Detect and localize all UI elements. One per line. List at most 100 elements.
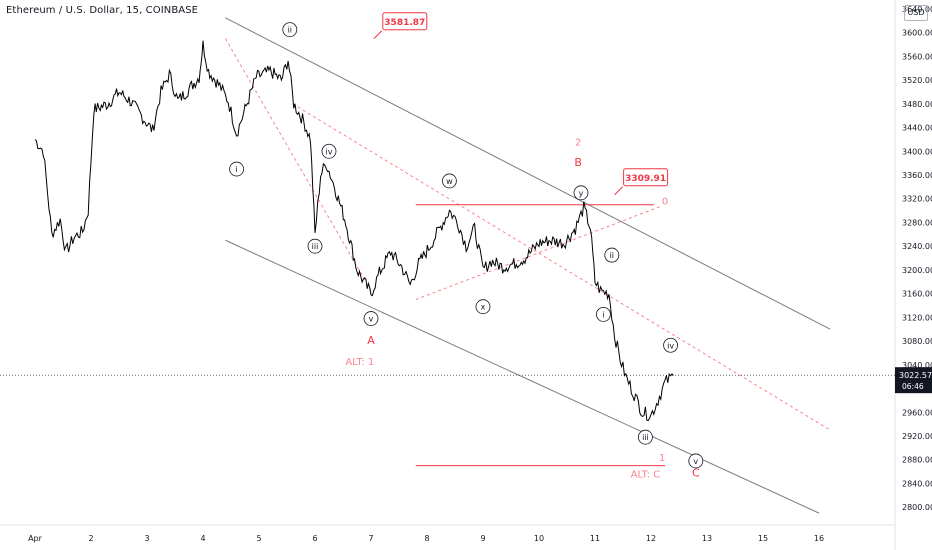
last-price-badge <box>895 367 932 394</box>
wave-label-circle <box>663 337 678 353</box>
wave-label-text: ii <box>610 251 614 260</box>
price-tick-label: 3480.00 <box>902 100 932 109</box>
time-tick-label: 15 <box>758 534 768 543</box>
wave-label-iii: iii <box>638 429 653 445</box>
wave-degree-label: A <box>367 334 375 347</box>
wave-label-v: v <box>363 311 379 326</box>
wave-label-circle <box>229 161 245 177</box>
wave-label-text: i <box>602 310 604 319</box>
chart-title: Ethereum / U.S. Dollar, 15, COINBASE <box>6 5 199 16</box>
wave-label-text: iii <box>312 242 319 251</box>
wave-label-iii: iii <box>307 238 323 254</box>
price-tick-label: 3440.00 <box>902 124 932 133</box>
wave-degree-label: C <box>692 466 700 479</box>
currency-badge[interactable]: USD <box>904 5 928 21</box>
time-tick-label: Apr <box>28 534 43 543</box>
price-tick-label: 3160.00 <box>902 290 932 299</box>
callout-label: 3309.91 <box>625 174 666 184</box>
wave-label-text: i <box>235 165 237 174</box>
time-tick-label: 9 <box>480 534 485 543</box>
time-tick-label: 8 <box>424 534 429 543</box>
callout-label: 3581.87 <box>384 18 425 28</box>
last-price-value: 3022.57 <box>899 371 932 380</box>
callout-box <box>623 168 669 187</box>
time-tick-label: 3 <box>144 534 149 543</box>
wave-label-text: iii <box>642 433 649 442</box>
callout-pointer <box>373 30 383 40</box>
last-price-marker: 3022.57 06:46 <box>895 367 932 394</box>
bar-countdown: 06:46 <box>902 382 924 391</box>
dashed-projection-line <box>415 205 663 301</box>
wave-label-ii: ii <box>282 22 298 38</box>
time-tick-label: 6 <box>312 534 317 543</box>
wave-label-text: iv <box>667 341 674 350</box>
dashed-projection-line <box>292 103 831 431</box>
price-tick-label: 2920.00 <box>902 432 932 441</box>
price-tick-label: 3280.00 <box>902 218 932 227</box>
price-callout: 3581.87 <box>373 12 428 40</box>
wave-label-i: i <box>596 307 611 322</box>
wave-label-circle <box>638 429 653 445</box>
price-tick-label: 3240.00 <box>902 242 932 251</box>
time-tick-label: 13 <box>702 534 712 543</box>
wave-label-circle <box>604 247 620 263</box>
price-tick-label: 2960.00 <box>902 408 932 417</box>
time-tick-label: 7 <box>368 534 373 543</box>
time-tick-label: 10 <box>534 534 544 543</box>
time-tick-label: 12 <box>646 534 656 543</box>
wave-label-text: v <box>369 315 374 324</box>
wave-label-v: v <box>688 453 704 469</box>
wave-label-i: i <box>229 161 245 177</box>
price-tick-label: 3600.00 <box>902 29 932 38</box>
wave-label-w: w <box>441 173 457 189</box>
wave-label-text: iv <box>326 147 333 156</box>
wave-label-text: v <box>693 457 698 466</box>
price-tick-label: 3520.00 <box>902 76 932 85</box>
channel-line-lower <box>225 239 820 514</box>
callout-box <box>382 12 428 31</box>
wave-label-text: x <box>481 303 486 312</box>
wave-label-text: w <box>446 177 453 186</box>
price-tick-label: 3080.00 <box>902 337 932 346</box>
wave-degree-label: B <box>574 156 582 169</box>
wave-label-iv: iv <box>321 143 337 159</box>
time-tick-label: 11 <box>590 534 600 543</box>
price-tick-label: 3200.00 <box>902 266 932 275</box>
time-tick-label: 5 <box>256 534 261 543</box>
wave-label-y: y <box>573 185 589 201</box>
wave-label-circle <box>307 238 323 254</box>
price-tick-label: 3560.00 <box>902 52 932 61</box>
wave-degree-label: 0 <box>662 197 668 208</box>
wave-label-circle <box>596 307 611 322</box>
wave-label-ii: ii <box>604 247 620 263</box>
wave-degree-label: 1 <box>659 453 665 464</box>
price-tick-label: 3040.00 <box>902 361 932 370</box>
wave-label-x: x <box>475 299 491 315</box>
wave-label-circle <box>363 311 379 326</box>
price-tick-label: 2840.00 <box>902 479 932 488</box>
time-tick-label: 4 <box>200 534 205 543</box>
price-tick-label: 3120.00 <box>902 313 932 322</box>
wave-label-circle <box>441 173 457 189</box>
callout-pointer <box>614 186 623 196</box>
price-tick-label: 3640.00 <box>902 5 932 14</box>
wave-degree-label: 2 <box>575 137 581 148</box>
wave-label-circle <box>321 143 337 159</box>
time-tick-label: 16 <box>814 534 824 543</box>
price-callout: 3309.91 <box>614 168 669 196</box>
wave-degree-label: ALT: 1 <box>345 357 374 368</box>
price-series <box>34 40 674 422</box>
wave-label-circle <box>688 453 704 469</box>
channel-line-upper <box>225 17 831 330</box>
wave-degree-label: ALT: C <box>631 470 661 481</box>
wave-label-circle <box>573 185 589 201</box>
price-tick-label: 2800.00 <box>902 503 932 512</box>
price-tick-label: 3320.00 <box>902 195 932 204</box>
wave-label-iv: iv <box>663 337 678 353</box>
price-tick-label: 3360.00 <box>902 171 932 180</box>
drawing-overlays: 3581.87 3309.91 <box>0 12 895 514</box>
wave-label-circle <box>282 22 298 38</box>
